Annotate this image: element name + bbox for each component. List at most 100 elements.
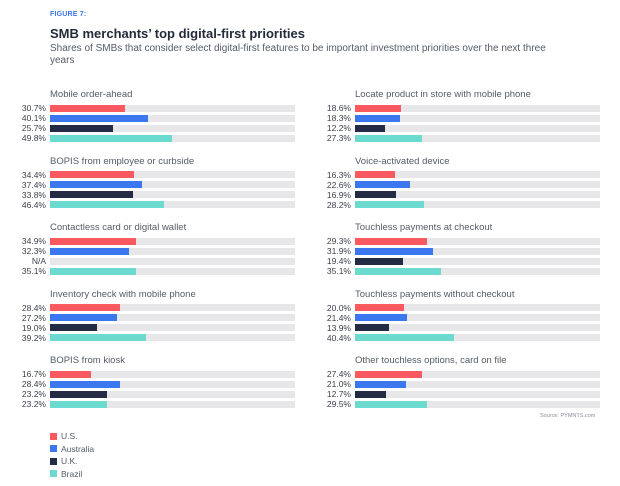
bar-track <box>355 247 600 255</box>
data-label-us: 16.3% <box>326 169 351 180</box>
data-label-australia: 21.4% <box>326 312 351 323</box>
data-label-australia: 22.6% <box>326 179 351 190</box>
bar-uk <box>50 390 107 398</box>
bar-row-australia: 40.1% <box>0 114 300 122</box>
bar-us <box>355 304 404 311</box>
bar-row-brazil: 40.4% <box>305 332 605 343</box>
bar-track <box>355 390 600 398</box>
bar-row-uk: 33.8% <box>0 189 300 200</box>
data-label-australia: 28.4% <box>21 379 46 389</box>
legend-swatch-us <box>50 432 57 440</box>
bar-row-us: 29.3% <box>305 237 605 245</box>
data-label-us: 20.0% <box>326 302 351 313</box>
bar-row-brazil: 46.4% <box>0 200 300 209</box>
bar-uk <box>355 390 387 398</box>
bar-track <box>355 181 600 188</box>
bar-track <box>355 104 600 112</box>
bar-row-us: 16.3% <box>305 169 605 180</box>
data-label-uk: 12.2% <box>326 123 351 133</box>
category-label: Locate product in store with mobile phon… <box>355 89 531 100</box>
data-label-uk: 19.4% <box>326 256 351 266</box>
bar-row-australia: 22.6% <box>305 179 605 190</box>
data-label-us: 29.3% <box>326 236 351 246</box>
bar-track <box>50 237 295 245</box>
data-label-uk: 12.7% <box>326 389 351 399</box>
bar-row-us: 20.0% <box>305 302 605 313</box>
panel-touchless-payments-without-checkout: Touchless payments without checkout 20.0%… <box>305 289 605 351</box>
data-label-uk: N/A <box>31 256 46 266</box>
category-label: Touchless payments without checkout <box>355 288 515 300</box>
bar-track <box>355 304 600 311</box>
category-label: Inventory check with mobile phone <box>50 288 196 300</box>
bar-row-uk: 12.2% <box>305 124 605 132</box>
bar-row-brazil: 29.5% <box>305 400 605 408</box>
bar-track <box>50 104 295 112</box>
bar-brazil <box>50 134 172 142</box>
bar-track <box>355 124 600 132</box>
bar-uk <box>355 324 390 331</box>
figure-label: FIGURE 7: <box>50 11 87 18</box>
bar-track <box>50 257 295 265</box>
bar-us <box>355 370 423 378</box>
bar-us <box>50 370 91 378</box>
bar-row-australia: 27.2% <box>0 313 300 322</box>
bar-row-australia: 32.3% <box>0 247 300 255</box>
bar-uk <box>50 191 133 198</box>
bar-row-uk: 25.7% <box>0 124 300 132</box>
legend-swatch-brazil <box>50 470 57 478</box>
legend: U.S. Australia U.K. Brazil <box>50 430 94 480</box>
bar-row-australia: 18.3% <box>305 114 605 122</box>
data-label-brazil: 40.4% <box>326 332 351 343</box>
bar-track <box>355 267 600 275</box>
data-label-uk: 25.7% <box>21 123 46 133</box>
bar-track <box>355 171 600 178</box>
category-label: Mobile order-ahead <box>50 89 133 100</box>
bar-row-us: 16.7% <box>0 370 300 378</box>
bar-row-uk: N/A <box>0 257 300 265</box>
bar-row-brazil: 49.8% <box>0 134 300 142</box>
bar-australia <box>355 380 407 388</box>
bar-row-australia: 31.9% <box>305 247 605 255</box>
bar-brazil <box>50 267 136 275</box>
data-label-australia: 32.3% <box>21 246 46 256</box>
bar-track <box>50 267 295 275</box>
bar-row-us: 34.9% <box>0 237 300 245</box>
data-label-australia: 40.1% <box>21 113 46 123</box>
bar-track <box>355 201 600 208</box>
bar-australia <box>50 380 120 388</box>
bar-brazil <box>355 267 441 275</box>
bar-us <box>50 104 126 112</box>
legend-label-us: U.S. <box>61 431 78 442</box>
bar-track <box>355 114 600 122</box>
bar-brazil <box>50 400 107 408</box>
bar-track <box>50 247 295 255</box>
bar-row-uk: 13.9% <box>305 323 605 332</box>
bar-australia <box>50 114 149 122</box>
legend-label-australia: Australia <box>61 443 95 454</box>
panel-mobile-order-ahead: Mobile order-ahead 30.7% 40.1% 25.7% 49.8% <box>0 89 300 151</box>
bar-us <box>50 237 136 245</box>
bar-australia <box>50 181 142 188</box>
bar-row-brazil: 35.1% <box>305 267 605 275</box>
bar-us <box>355 171 395 178</box>
bar-brazil <box>50 201 164 208</box>
bar-brazil <box>355 134 422 142</box>
bar-track <box>50 124 295 132</box>
data-label-uk: 33.8% <box>21 189 46 200</box>
bar-uk <box>50 124 113 132</box>
bar-row-uk: 16.9% <box>305 190 605 199</box>
bar-track <box>355 324 600 331</box>
data-label-brazil: 27.3% <box>326 133 351 143</box>
legend-item-us: U.S. <box>50 430 94 443</box>
bar-row-uk: 12.7% <box>305 390 605 398</box>
bar-track <box>355 257 600 265</box>
category-label: BOPIS from employee or curbside <box>50 155 195 167</box>
legend-label-brazil: Brazil <box>61 468 83 479</box>
bar-australia <box>355 247 434 255</box>
bar-row-us: 34.4% <box>0 170 300 179</box>
data-label-brazil: 39.2% <box>21 332 46 343</box>
bar-track <box>50 380 295 388</box>
chart-title: SMB merchants’ top digital-first priorit… <box>50 26 305 41</box>
data-label-uk: 19.0% <box>21 322 46 333</box>
bar-row-us: 18.6% <box>305 104 605 112</box>
